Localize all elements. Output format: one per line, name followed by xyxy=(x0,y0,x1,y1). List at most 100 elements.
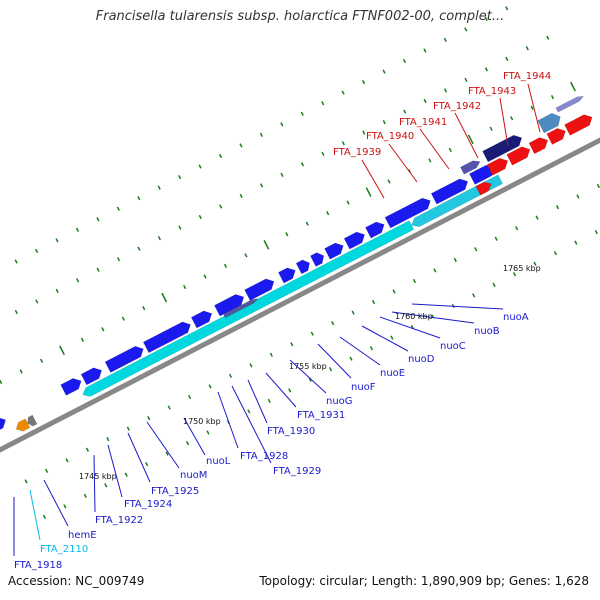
tick-mark xyxy=(19,369,23,374)
tick-mark xyxy=(331,321,335,326)
cds-other[interactable] xyxy=(15,418,31,432)
tick-mark xyxy=(326,211,330,216)
tick-mark xyxy=(24,479,28,484)
gene-label-fta1943[interactable]: FTA_1943 xyxy=(468,86,516,97)
gene-label-fta1931[interactable]: FTA_1931 xyxy=(297,410,345,421)
tick-mark xyxy=(533,261,537,266)
gene-highlight[interactable] xyxy=(546,128,566,145)
cds-forward[interactable] xyxy=(190,310,213,329)
cds-forward[interactable] xyxy=(295,259,310,275)
gene-features[interactable] xyxy=(0,96,593,436)
tick-mark xyxy=(341,90,345,95)
gene-label-fta1918[interactable]: FTA_1918 xyxy=(14,560,62,571)
tick-mark xyxy=(392,289,396,294)
cds-forward[interactable] xyxy=(60,378,82,396)
gene-label-fta1930[interactable]: FTA_1930 xyxy=(267,426,315,437)
gene-label-fta1922[interactable]: FTA_1922 xyxy=(95,515,143,526)
tick-mark xyxy=(14,259,18,264)
cds-other[interactable] xyxy=(27,414,38,427)
cds-forward[interactable] xyxy=(142,321,191,354)
leader-line xyxy=(265,372,297,408)
tick-mark xyxy=(263,240,270,250)
cds-forward[interactable] xyxy=(310,252,325,267)
leader-line xyxy=(361,159,385,199)
tick-mark xyxy=(525,46,529,51)
gene-label-nuof[interactable]: nuoF xyxy=(351,382,376,393)
tick-mark xyxy=(443,37,447,43)
tick-mark xyxy=(553,251,558,256)
tick-mark xyxy=(147,415,151,421)
cds-forward[interactable] xyxy=(537,112,561,134)
gene-highlight[interactable] xyxy=(486,157,509,176)
scale-label-1765: 1765 kbp xyxy=(503,264,541,273)
tick-mark xyxy=(80,337,85,342)
leader-line xyxy=(107,444,123,498)
leader-line xyxy=(388,143,418,183)
scale-label-1755: 1755 kbp xyxy=(289,362,327,371)
leader-line xyxy=(289,359,327,394)
gene-label-fta2110[interactable]: FTA_2110 xyxy=(40,544,88,555)
gene-highlight[interactable] xyxy=(506,146,531,166)
tick-mark xyxy=(489,126,493,131)
cds-forward[interactable] xyxy=(214,294,245,317)
gene-label-nuoe[interactable]: nuoE xyxy=(380,368,405,379)
gene-label-nuoa[interactable]: nuoA xyxy=(503,312,529,323)
gene-label-fta1944[interactable]: FTA_1944 xyxy=(503,71,551,82)
gene-label-nuog[interactable]: nuoG xyxy=(326,396,353,407)
gene-label-fta1924[interactable]: FTA_1924 xyxy=(124,499,172,510)
tick-mark xyxy=(126,426,130,431)
gene-label-nuol[interactable]: nuoL xyxy=(206,456,231,467)
tick-mark xyxy=(550,95,555,100)
cds-reverse[interactable] xyxy=(82,220,415,397)
cds-forward[interactable] xyxy=(460,160,481,175)
tick-mark xyxy=(239,193,243,199)
tick-mark xyxy=(484,67,489,72)
leader-line xyxy=(411,303,504,310)
tick-mark xyxy=(285,232,289,237)
tick-mark xyxy=(349,356,353,361)
tick-mark xyxy=(198,214,202,220)
tick-mark xyxy=(369,346,374,351)
gene-label-fta1925[interactable]: FTA_1925 xyxy=(151,486,199,497)
cds-forward[interactable] xyxy=(343,231,365,250)
cds-forward[interactable] xyxy=(324,242,344,260)
tick-mark xyxy=(448,147,452,153)
cds-forward[interactable] xyxy=(244,278,275,301)
gene-label-nuob[interactable]: nuoB xyxy=(474,326,500,337)
cds-forward[interactable] xyxy=(430,178,469,205)
tick-mark xyxy=(165,451,169,456)
cds-forward[interactable] xyxy=(384,197,431,229)
tick-mark xyxy=(310,331,314,336)
pseudo-feature[interactable] xyxy=(223,298,259,319)
cds-forward[interactable] xyxy=(0,417,6,436)
tick-mark xyxy=(44,468,49,473)
cds-forward[interactable] xyxy=(365,221,385,239)
tick-mark xyxy=(124,472,128,477)
tick-mark xyxy=(55,288,59,294)
gene-highlight[interactable] xyxy=(475,181,492,196)
gene-label-nuod[interactable]: nuoD xyxy=(408,354,435,365)
tick-mark xyxy=(555,204,560,210)
cds-forward[interactable] xyxy=(80,367,102,386)
gene-label-heme[interactable]: hemE xyxy=(68,530,97,541)
gene-highlight[interactable] xyxy=(528,137,549,155)
gene-label-fta1928[interactable]: FTA_1928 xyxy=(240,451,288,462)
tick-mark xyxy=(474,247,478,252)
gene-highlight[interactable] xyxy=(564,114,593,136)
gene-label-fta1939[interactable]: FTA_1939 xyxy=(333,147,381,158)
gene-label-fta1940[interactable]: FTA_1940 xyxy=(366,131,414,142)
cds-forward[interactable] xyxy=(555,96,585,113)
tick-mark xyxy=(428,158,432,163)
cds-forward[interactable] xyxy=(482,134,523,163)
gene-label-fta1942[interactable]: FTA_1942 xyxy=(433,101,481,112)
tick-mark xyxy=(55,238,59,243)
cds-forward[interactable] xyxy=(278,267,296,284)
gene-label-nuom[interactable]: nuoM xyxy=(180,470,207,481)
tick-mark xyxy=(300,162,305,167)
gene-label-fta1941[interactable]: FTA_1941 xyxy=(399,117,447,128)
gene-label-nuoc[interactable]: nuoC xyxy=(440,341,466,352)
gene-label-fta1929[interactable]: FTA_1929 xyxy=(273,466,321,477)
tick-mark xyxy=(365,187,372,197)
cds-forward[interactable] xyxy=(104,345,144,373)
